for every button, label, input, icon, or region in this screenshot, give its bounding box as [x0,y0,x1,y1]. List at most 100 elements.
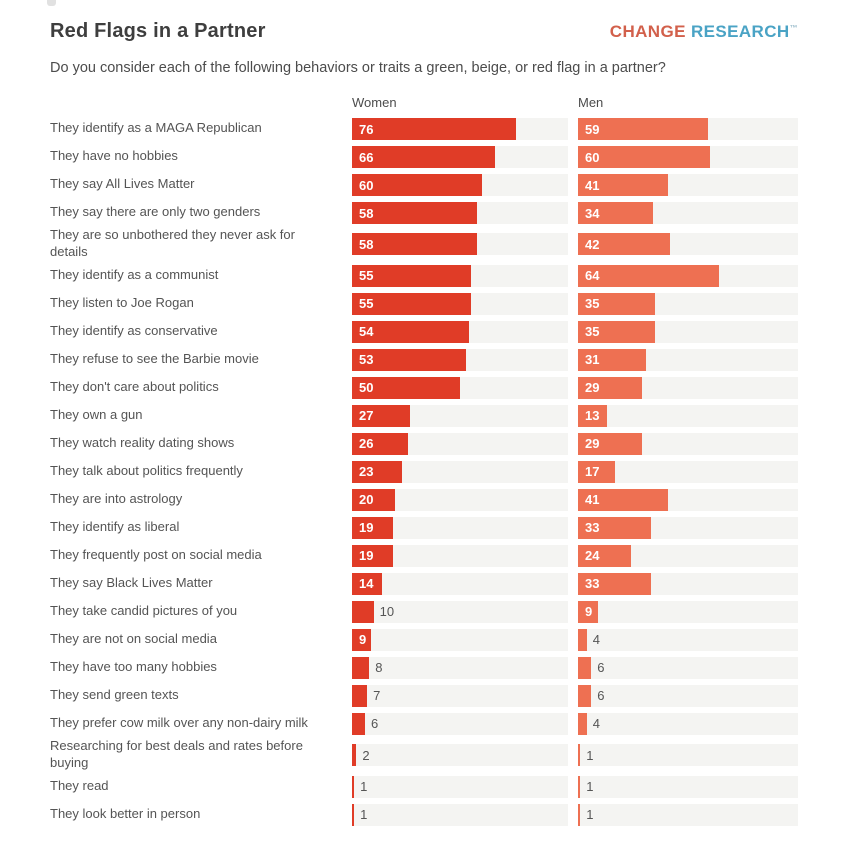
women-bar-cell: 7 [352,684,568,707]
men-bar-track: 33 [578,516,798,539]
women-bar-track: 58 [352,233,568,256]
row-label: They have no hobbies [50,148,178,164]
table-row: They say All Lives Matter 60 41 [50,171,798,199]
women-bar-value: 19 [359,520,374,536]
label-column-spacer [50,95,352,110]
men-bar-value: 24 [585,548,600,564]
column-header-men: Men [578,95,604,110]
women-bar-value: 58 [359,236,374,252]
women-bar-track: 54 [352,320,568,343]
men-bar-cell: 35 [578,320,798,343]
change-research-logo: CHANGE RESEARCH™ [610,20,798,42]
men-bar: 42 [578,233,671,256]
men-bar-value: 33 [585,576,600,592]
table-row: They identify as liberal 19 33 [50,514,798,542]
women-bar: 53 [352,348,467,371]
women-bar-cell: 66 [352,146,568,168]
women-bar [352,744,357,767]
table-row: Researching for best deals and rates bef… [50,738,798,773]
women-bar-track: 53 [352,348,568,371]
men-bar-cell: 1 [578,775,798,798]
women-bar [352,656,370,679]
men-bar-cell: 31 [578,348,798,371]
men-bar: 31 [578,348,647,371]
table-row: They talk about politics frequently 23 1… [50,458,798,486]
table-row: They watch reality dating shows 26 29 [50,430,798,458]
row-label: They watch reality dating shows [50,434,235,450]
women-bar-cell: 58 [352,233,568,256]
table-row: They have no hobbies 66 60 [50,143,798,171]
women-bar-value: 76 [359,121,374,137]
men-bar-track: 41 [578,488,798,511]
women-bar-value: 58 [359,205,374,221]
women-bar-cell: 54 [352,320,568,343]
row-label: They talk about politics frequently [50,462,243,478]
women-bar-cell: 20 [352,488,568,511]
men-bar-value: 34 [585,205,600,221]
women-bar-value: 53 [359,352,374,368]
men-bar-track: 35 [578,320,798,343]
women-bar-cell: 1 [352,803,568,826]
men-bar-cell: 35 [578,292,798,315]
women-bar: 9 [352,628,372,651]
men-bar-cell: 29 [578,376,798,399]
men-bar-value: 42 [585,236,600,252]
women-bar-value: 55 [359,268,374,284]
women-bar-value: 55 [359,296,374,312]
men-bar-track: 41 [578,174,798,196]
row-label: They are so unbothered they never ask fo… [50,227,295,259]
men-bar: 29 [578,376,642,399]
women-bar-value: 54 [359,324,374,340]
header: Red Flags in a Partner CHANGE RESEARCH™ [50,0,798,43]
table-row: They read 1 1 [50,773,798,801]
row-label: They say All Lives Matter [50,176,195,192]
men-bar-value: 60 [585,149,600,165]
women-bar-cell: 23 [352,460,568,483]
row-label: They refuse to see the Barbie movie [50,350,259,366]
table-row: They prefer cow milk over any non-dairy … [50,710,798,738]
men-bar: 29 [578,432,642,455]
men-bar [578,775,581,798]
men-bar-value: 59 [585,121,600,137]
table-row: They say there are only two genders 58 3… [50,199,798,227]
row-label: They own a gun [50,406,143,422]
women-bar: 60 [352,174,482,196]
women-bar-value: 50 [359,380,374,396]
women-bar-value: 27 [359,408,374,424]
women-bar-value: 66 [359,149,374,165]
men-bar-value-outside: 4 [592,632,601,648]
men-bar-cell: 41 [578,174,798,196]
trademark-symbol: ™ [789,23,798,33]
men-bar-value: 41 [585,177,600,193]
table-row: They own a gun 27 13 [50,402,798,430]
women-bar-value: 14 [359,576,374,592]
table-row: They identify as a MAGA Republican 76 59 [50,115,798,143]
men-bar-cell: 4 [578,628,798,651]
row-label: They have too many hobbies [50,658,217,674]
men-bar: 41 [578,488,669,511]
women-bar-track: 9 [352,628,568,651]
table-row: They are not on social media 9 4 [50,626,798,654]
women-bar-value-outside: 8 [375,660,383,676]
women-bar-track: 1 [352,803,568,826]
men-bar-cell: 29 [578,432,798,455]
women-bar-cell: 53 [352,348,568,371]
men-bar-value: 17 [585,464,600,480]
men-bar-value: 41 [585,492,600,508]
men-bar-cell: 6 [578,684,798,707]
table-row: They identify as conservative 54 35 [50,318,798,346]
women-bar-cell: 55 [352,292,568,315]
men-bar-track: 29 [578,376,798,399]
men-bar-track: 6 [578,656,798,679]
women-bar-value-outside: 6 [370,716,379,732]
women-bar-track: 50 [352,376,568,399]
men-bar-track: 6 [578,684,798,707]
men-bar-cell: 24 [578,544,798,567]
women-bar: 58 [352,202,478,224]
men-bar-track: 4 [578,712,798,735]
men-bar-cell: 33 [578,572,798,595]
men-bar-cell: 34 [578,202,798,224]
women-bar-cell: 55 [352,264,568,287]
men-bar-cell: 1 [578,803,798,826]
row-label: Researching for best deals and rates bef… [50,737,303,770]
